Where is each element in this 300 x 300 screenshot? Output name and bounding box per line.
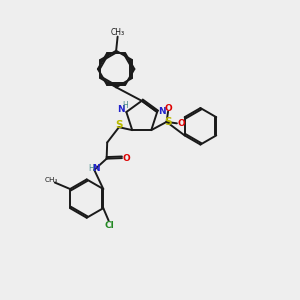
Text: O: O	[177, 119, 185, 128]
Text: H: H	[88, 164, 94, 173]
Text: N: N	[117, 105, 125, 114]
Text: S: S	[164, 117, 172, 127]
Text: N: N	[158, 106, 166, 116]
Text: Cl: Cl	[105, 221, 115, 230]
Text: S: S	[115, 120, 122, 130]
Text: CH₃: CH₃	[44, 177, 58, 183]
Text: N: N	[92, 164, 100, 173]
Text: CH₃: CH₃	[110, 28, 125, 37]
Text: O: O	[122, 154, 130, 163]
Text: H: H	[122, 101, 128, 110]
Text: O: O	[164, 103, 172, 112]
